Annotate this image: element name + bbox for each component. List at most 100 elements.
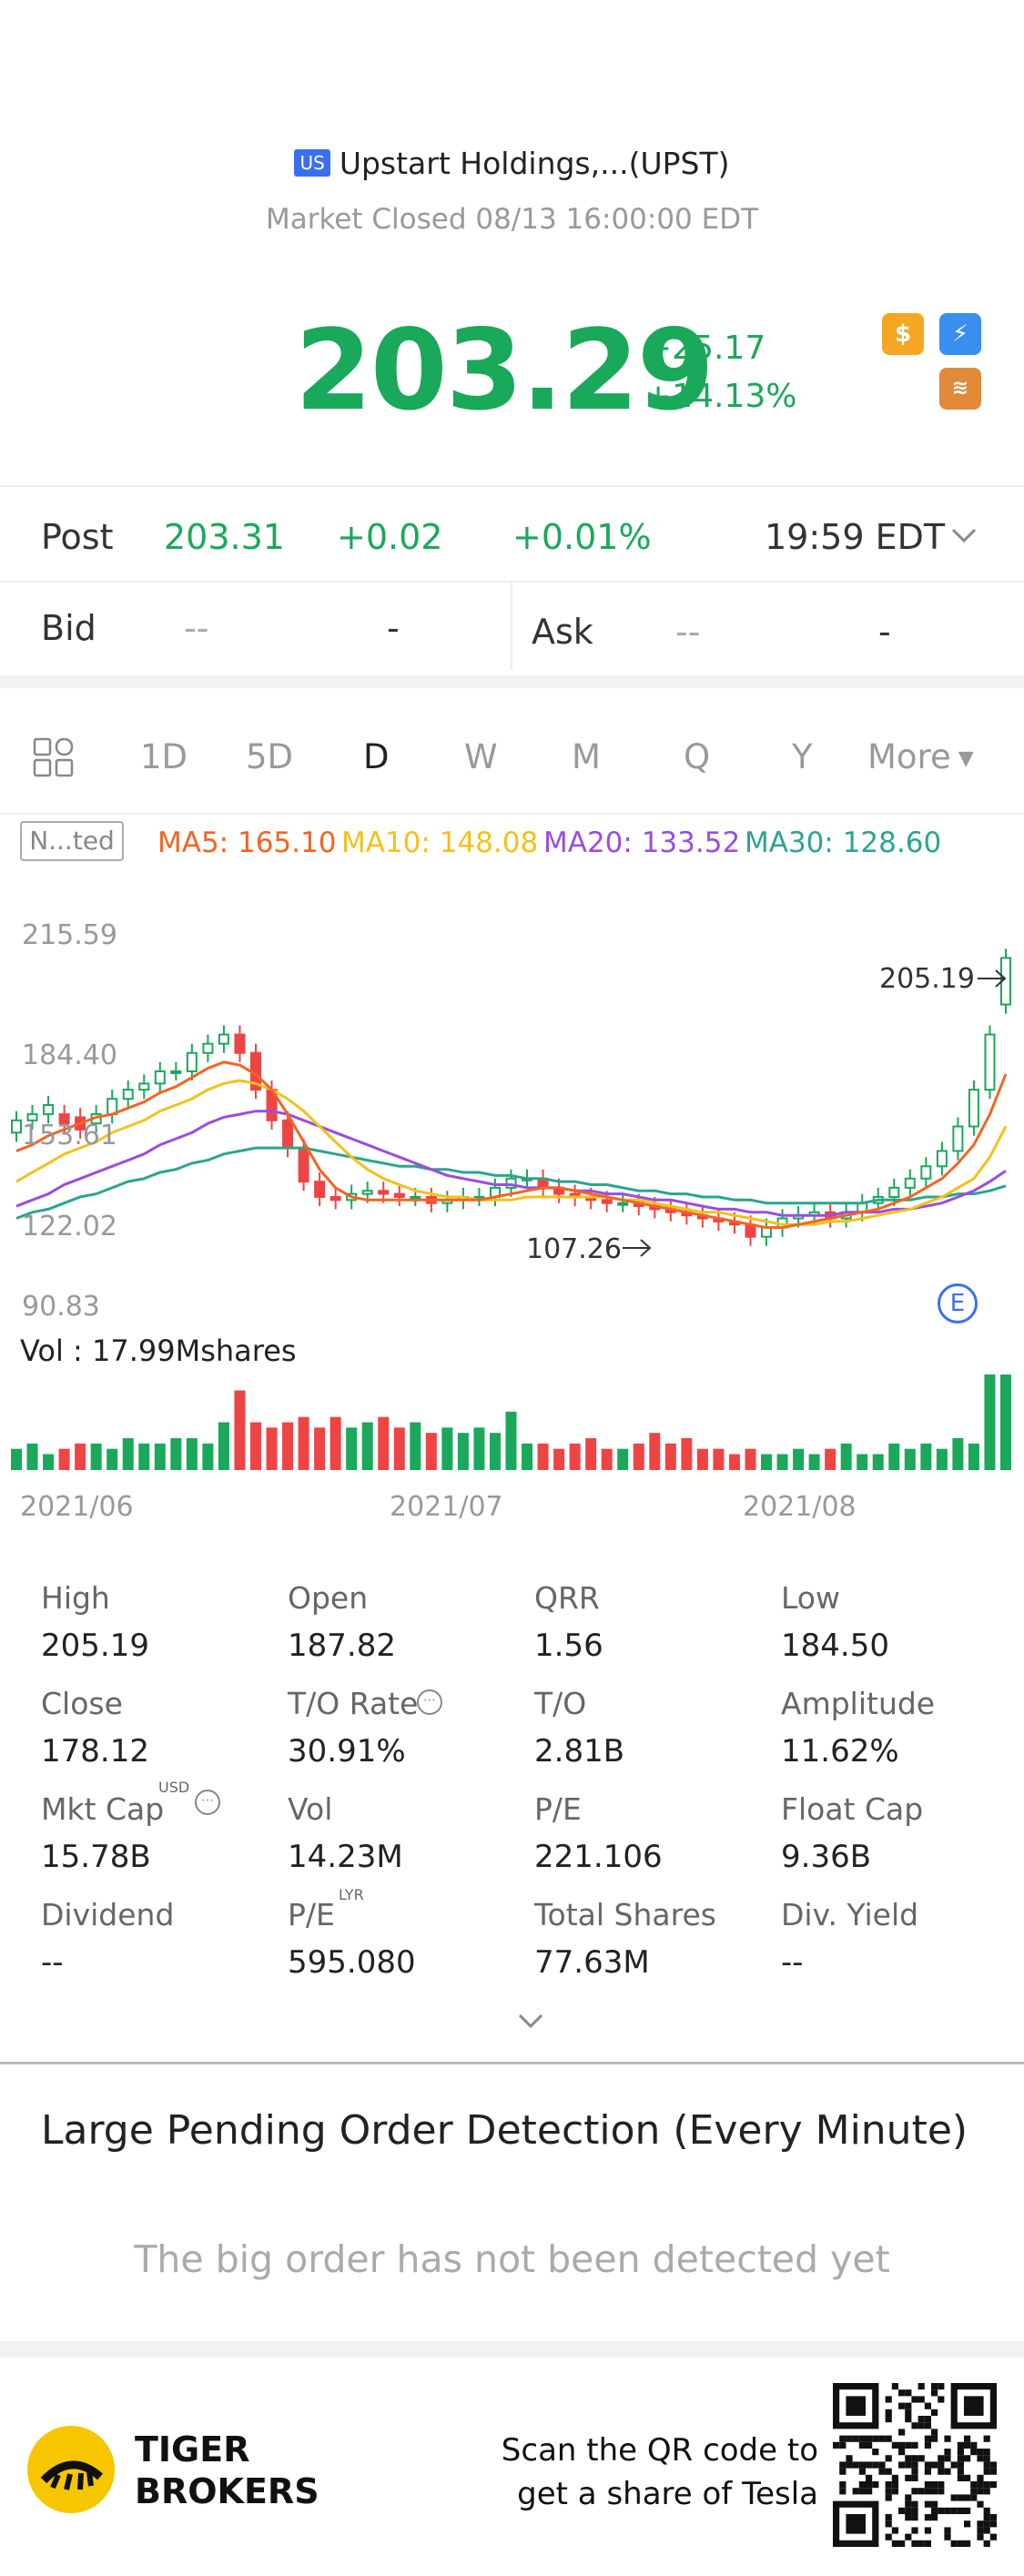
qr-module — [898, 2389, 906, 2397]
candle-body — [920, 1165, 932, 1180]
volume-bar — [249, 1422, 261, 1470]
stat-value: 221.106 — [534, 1839, 663, 1875]
volume-bar — [154, 1443, 166, 1470]
qr-module — [983, 2435, 990, 2442]
volume-bar — [728, 1454, 740, 1470]
qr-module — [931, 2435, 938, 2442]
volume-bar — [984, 1374, 996, 1470]
qr-module — [846, 2455, 853, 2462]
qr-module — [944, 2435, 951, 2442]
candle-body — [234, 1033, 246, 1054]
tab-month[interactable]: M — [572, 737, 601, 776]
qr-module — [924, 2435, 931, 2442]
qr-module — [905, 2455, 912, 2462]
qr-module — [938, 2481, 945, 2489]
tab-more[interactable]: More ▼ — [867, 737, 974, 776]
tab-quarter[interactable]: Q — [684, 737, 711, 776]
qr-module — [878, 2461, 886, 2469]
layers-icon[interactable]: ≋ — [939, 368, 981, 410]
qr-module — [905, 2500, 912, 2508]
section-separator — [0, 2341, 1024, 2358]
candle-body — [361, 1190, 373, 1195]
qr-module — [905, 2494, 912, 2501]
qr-module — [905, 2474, 912, 2481]
candle-body — [936, 1150, 948, 1168]
earnings-marker-icon[interactable]: E — [938, 1283, 978, 1323]
qr-module — [970, 2494, 978, 2501]
adjust-toggle[interactable]: N...ted — [20, 821, 124, 861]
qr-module — [977, 2474, 984, 2481]
volume-bar — [58, 1448, 70, 1470]
qr-module — [977, 2449, 984, 2456]
ma30-line — [15, 1146, 1007, 1220]
candle-body — [202, 1042, 214, 1054]
ma20-line — [15, 1110, 1007, 1217]
qr-module — [911, 2540, 918, 2547]
qr-module — [905, 2514, 912, 2521]
volume-bar — [857, 1454, 868, 1470]
qr-module — [911, 2488, 918, 2495]
volume-bar — [266, 1427, 278, 1470]
post-time[interactable]: 19:59 EDT — [765, 517, 946, 557]
qr-module — [944, 2507, 951, 2514]
qr-module — [891, 2527, 898, 2534]
flash-icon[interactable]: ⚡ — [939, 313, 981, 355]
stat-label: Div. Yield — [781, 1897, 919, 1932]
qr-module — [866, 2441, 873, 2449]
qr-module — [891, 2383, 898, 2390]
tab-year[interactable]: Y — [792, 737, 813, 776]
qr-module — [931, 2409, 938, 2416]
candle-body — [186, 1051, 198, 1072]
chevron-down-icon[interactable] — [950, 526, 978, 544]
section-separator — [0, 675, 1024, 688]
grid-layout-icon[interactable] — [33, 737, 75, 777]
qr-module — [858, 2441, 866, 2449]
ma5-label: MA5: 165.10 — [157, 827, 337, 859]
stat-label: P/E — [288, 1897, 335, 1932]
qr-module — [911, 2474, 918, 2481]
qr-module — [911, 2422, 918, 2429]
divider — [0, 485, 1024, 487]
qr-module — [885, 2468, 892, 2475]
qr-module — [918, 2488, 925, 2495]
ask-label: Ask — [532, 612, 593, 652]
qr-module — [891, 2441, 898, 2449]
volume-bar — [537, 1443, 549, 1470]
qr-module — [924, 2527, 931, 2534]
qr-module — [964, 2507, 971, 2514]
expand-chevron-icon[interactable] — [517, 2012, 544, 2030]
arrow-right-icon — [623, 1239, 652, 1257]
info-icon[interactable]: ⋯ — [195, 1790, 220, 1815]
tab-week[interactable]: W — [464, 737, 498, 776]
info-icon[interactable]: ⋯ — [417, 1689, 442, 1715]
volume-bar — [633, 1443, 644, 1470]
ma30-label: MA30: 128.60 — [745, 827, 942, 859]
qr-module — [950, 2540, 958, 2547]
candlestick-chart[interactable] — [0, 901, 1024, 1320]
qr-module — [885, 2533, 892, 2541]
tab-day[interactable]: D — [363, 737, 390, 776]
qr-module — [931, 2514, 938, 2521]
qr-module — [866, 2461, 873, 2469]
dollar-icon[interactable]: $ — [882, 313, 924, 355]
qr-module — [924, 2514, 931, 2521]
candle-body — [617, 1202, 629, 1206]
tab-5d[interactable]: 5D — [246, 737, 294, 776]
candle-body — [26, 1113, 38, 1121]
volume-chart[interactable] — [0, 1370, 1024, 1475]
stat-value: -- — [781, 1944, 804, 1981]
qr-module — [852, 2435, 859, 2442]
stat-label: Dividend — [41, 1897, 175, 1932]
volume-bar — [11, 1448, 22, 1470]
qr-module — [839, 2461, 847, 2469]
qr-code-icon — [833, 2383, 997, 2547]
volume-bar — [282, 1422, 294, 1470]
qr-module — [866, 2435, 873, 2442]
stat-value: 1.56 — [534, 1628, 603, 1664]
stat-value: 77.63M — [534, 1944, 650, 1981]
post-change-pct: +0.01% — [512, 517, 652, 557]
qr-module — [970, 2481, 978, 2489]
qr-module — [905, 2441, 912, 2449]
y-axis-label: 122.02 — [22, 1211, 117, 1242]
tab-1d[interactable]: 1D — [140, 737, 188, 776]
